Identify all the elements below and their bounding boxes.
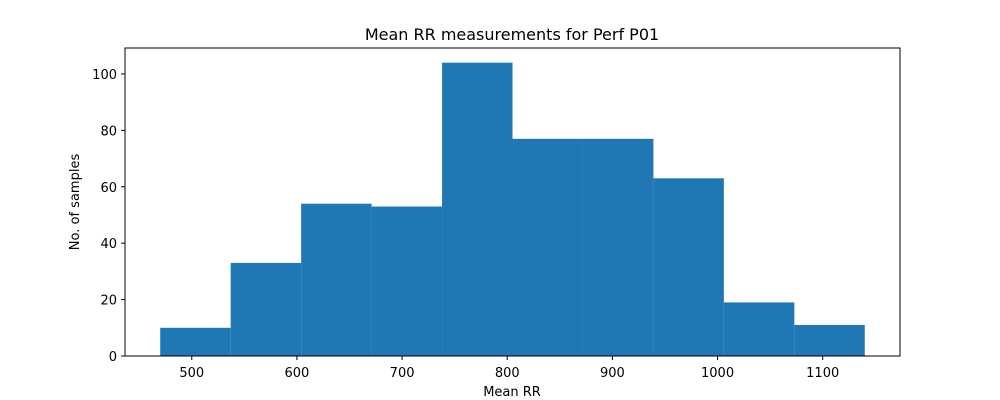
x-tick-label: 700 <box>390 366 415 381</box>
y-tick-label: 0 <box>109 350 117 365</box>
bars-group <box>160 62 865 357</box>
histogram-bar <box>160 327 231 356</box>
histogram-bar <box>442 62 513 357</box>
histogram-bar <box>230 262 302 356</box>
x-tick-label: 900 <box>600 366 625 381</box>
x-tick-label: 1000 <box>701 366 734 381</box>
x-tick-label: 600 <box>285 366 310 381</box>
chart-title: Mean RR measurements for Perf P01 <box>365 25 659 44</box>
y-tick-label: 100 <box>92 68 117 83</box>
histogram-bar <box>371 206 443 356</box>
histogram-bar <box>582 138 654 356</box>
y-tick-label: 80 <box>100 124 117 139</box>
y-tick-label: 40 <box>100 237 117 252</box>
x-axis-ticks: 500 600 700 800 900 1000 1100 <box>179 356 839 381</box>
x-tick-label: 500 <box>179 366 204 381</box>
x-tick-label: 800 <box>495 366 520 381</box>
y-axis-ticks: 0 20 40 60 80 100 <box>92 68 125 365</box>
y-axis-label: No. of samples <box>68 154 83 251</box>
x-tick-label: 1100 <box>806 366 839 381</box>
y-tick-label: 60 <box>100 181 117 196</box>
x-axis-label: Mean RR <box>483 385 541 400</box>
histogram-bar <box>512 138 583 356</box>
histogram-bar <box>653 178 724 356</box>
histogram-bar <box>301 203 372 356</box>
plot-frame <box>124 47 901 357</box>
y-tick-label: 20 <box>100 294 117 309</box>
histogram-bar <box>723 302 795 356</box>
histogram-bar <box>794 324 865 356</box>
